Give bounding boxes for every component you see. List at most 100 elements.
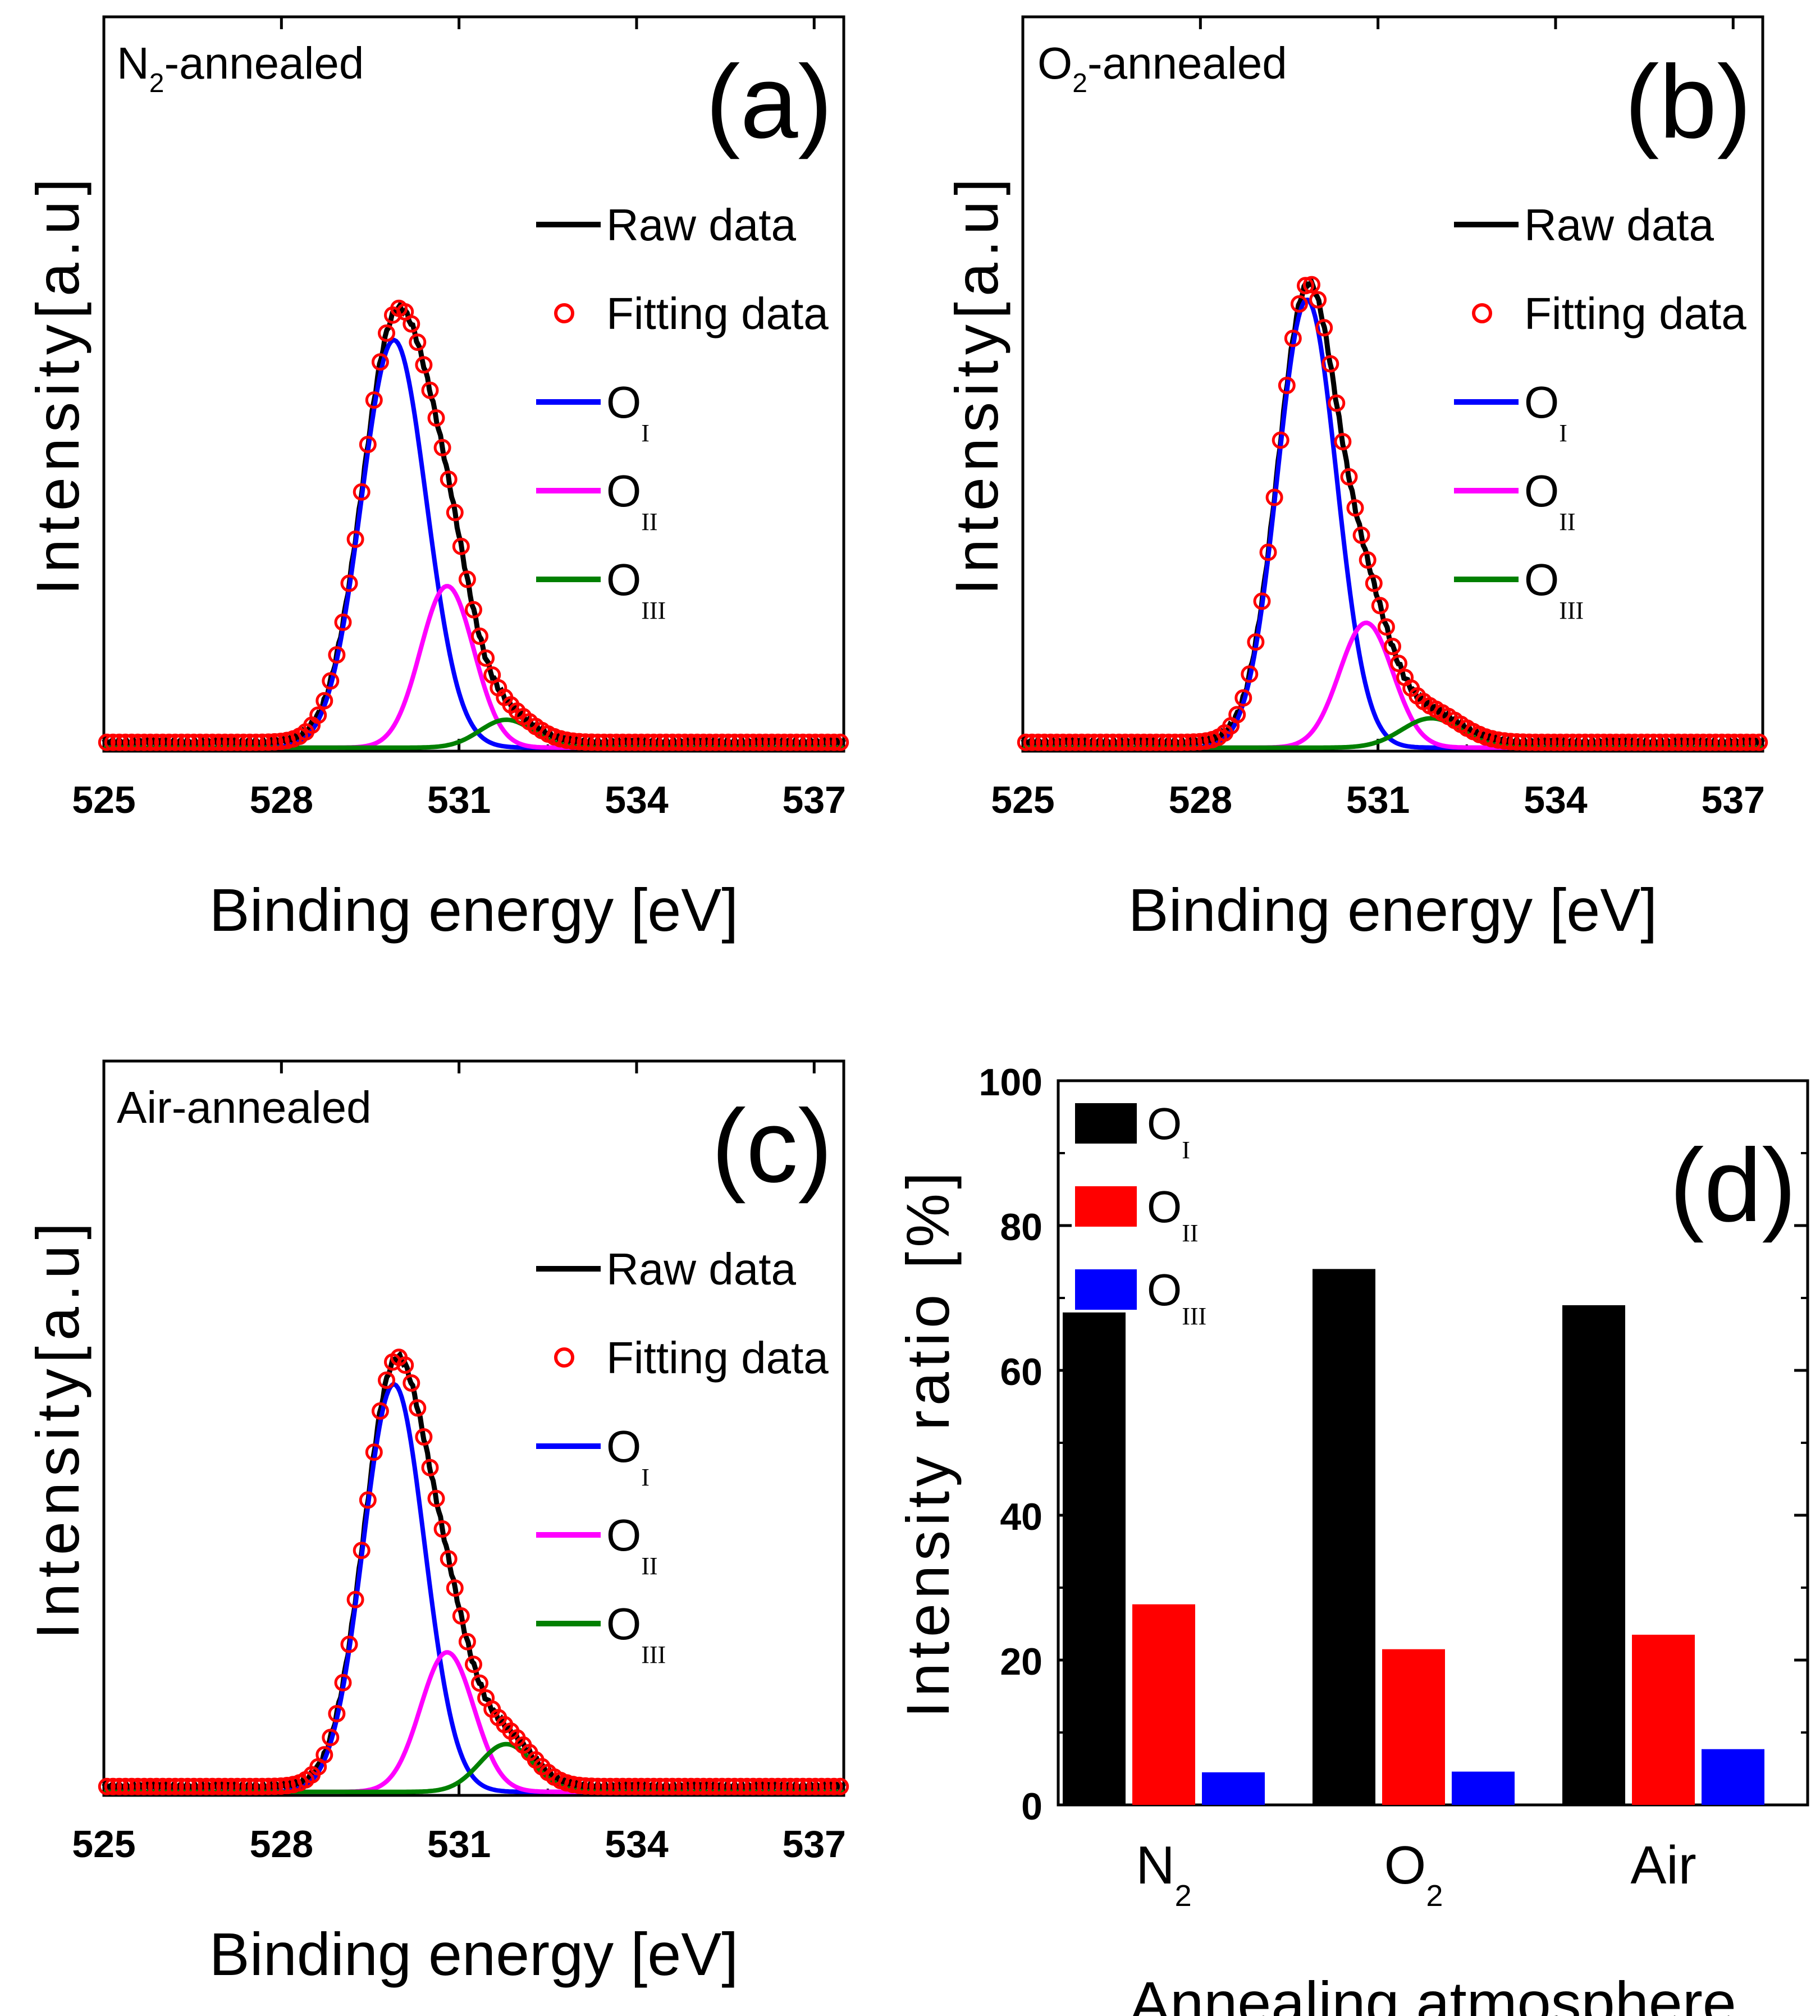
corner-label-sub: 2 (1072, 68, 1087, 98)
fitting-data-point (1632, 733, 1650, 751)
fitting-data-point (328, 646, 346, 664)
fitting-data-point (564, 1776, 582, 1794)
fitting-data-point (123, 733, 141, 751)
fitting-data-point (763, 733, 781, 751)
x-axis-title: Annealing atmosphere (1130, 1969, 1736, 2016)
x-tick-label: 525 (991, 779, 1054, 821)
fitting-data-point (626, 733, 644, 751)
fitting-data-point (1707, 733, 1725, 751)
x-axis-title: Binding energy [eV] (1128, 876, 1658, 944)
fitting-data-point (204, 1777, 221, 1795)
legend-label-main: Fitting data (606, 289, 829, 339)
fitting-data-point (1160, 733, 1178, 751)
plot-frame (102, 15, 845, 753)
fitting-data-point (135, 733, 153, 751)
fitting-data-point (309, 706, 327, 724)
corner-label-main: Air-annealed (117, 1082, 372, 1132)
fitting-data-point (191, 1777, 209, 1795)
fitting-data-point (1663, 733, 1681, 751)
fitting-data-point (732, 1777, 749, 1795)
fitting-data-point (1533, 733, 1551, 751)
legend-label: Fitting data (606, 289, 829, 339)
fitting-data-point (1328, 394, 1346, 412)
fitting-data-point (694, 1777, 712, 1795)
x-axis-title: Binding energy [eV] (209, 876, 739, 944)
x-tick-label: 531 (427, 779, 491, 821)
legend-swatch (1075, 1103, 1137, 1144)
legend-label-sub: II (1182, 1219, 1198, 1247)
fitting-data-point (1098, 733, 1115, 751)
fitting-data-point (322, 672, 340, 690)
fitting-data-point (179, 1777, 196, 1795)
fitting-data-point (179, 733, 196, 751)
fitting-data-point (751, 1777, 769, 1795)
fitting-data-point (707, 1777, 725, 1795)
fitting-data-point (148, 1777, 166, 1795)
bar-o-i (1313, 1269, 1375, 1805)
fitting-data-point (1154, 733, 1172, 751)
fitting-data-point (1315, 319, 1333, 337)
legend-label-sub: I (641, 1464, 650, 1491)
fitting-data-point (688, 733, 706, 751)
y-tick-label: 20 (1000, 1640, 1042, 1683)
legend-label-main: O (606, 466, 641, 516)
bar-o-ii (1132, 1604, 1195, 1805)
fitting-data-point (726, 733, 743, 751)
annealing-condition-label: O2-annealed (1037, 38, 1287, 98)
fitting-data-point (1017, 733, 1035, 751)
fitting-data-point (315, 1746, 333, 1764)
fitting-data-point (427, 1489, 445, 1507)
fitting-data-point (166, 733, 184, 751)
fitting-data-point (1303, 276, 1320, 294)
fitting-data-point (1719, 733, 1737, 751)
legend-entry: OII (536, 1510, 658, 1580)
legend-label: OII (606, 1510, 658, 1580)
fitting-data-point (272, 733, 290, 751)
legend-label-main: Raw data (606, 200, 796, 250)
fitting-data-point (1489, 731, 1507, 749)
fitting-data-point (1135, 733, 1153, 751)
legend-label-main: O (606, 1599, 641, 1649)
legend-circle-swatch (554, 303, 574, 323)
x-tick-label: 531 (1346, 779, 1410, 821)
fitting-data-point (1682, 733, 1700, 751)
fitting-data-point (446, 1579, 464, 1597)
fitting-data-point (160, 1777, 178, 1795)
fitting-data-point (458, 570, 476, 588)
fitting-data-point (1259, 543, 1277, 561)
fitting-data-point (1141, 733, 1159, 751)
legend-entry: OI (1454, 377, 1567, 447)
fitting-data-point (1147, 733, 1165, 751)
fitting-data-point (657, 1777, 675, 1795)
fitting-data-point (1265, 488, 1283, 506)
corner-label-sub: 2 (149, 68, 164, 98)
fitting-data-point (676, 1777, 694, 1795)
legend-entry: Raw data (536, 200, 796, 250)
legend-label: OII (1524, 466, 1576, 536)
fitting-data-point (340, 574, 358, 592)
legend-label: OI (606, 1421, 650, 1491)
legend-entry: OI (536, 1421, 650, 1491)
fitting-data-point (1725, 733, 1743, 751)
fitting-data-point (98, 733, 116, 751)
fitting-data-point (1651, 733, 1668, 751)
legend-label-main: Raw data (606, 1244, 796, 1294)
fitting-data-point (415, 1428, 433, 1446)
bar-o-ii (1382, 1649, 1445, 1805)
fitting-data-point (197, 1777, 215, 1795)
fitting-data-point (645, 733, 662, 751)
fitting-data-point (713, 733, 731, 751)
legend-circle-swatch (554, 1347, 574, 1368)
plot-frame (1021, 15, 1764, 753)
fitting-data-point (806, 733, 824, 751)
fitting-data-point (825, 1777, 843, 1795)
fitting-data-point (1104, 733, 1122, 751)
bar-o-iii (1702, 1749, 1764, 1805)
legend-label-sub: II (1559, 508, 1575, 536)
fitting-data-point (800, 733, 818, 751)
legend-label-main: O (1147, 1265, 1182, 1315)
fitting-data-point (452, 1607, 470, 1625)
fitting-data-point (601, 1777, 619, 1795)
fitting-data-point (403, 1374, 420, 1392)
fitting-data-point (577, 733, 595, 751)
